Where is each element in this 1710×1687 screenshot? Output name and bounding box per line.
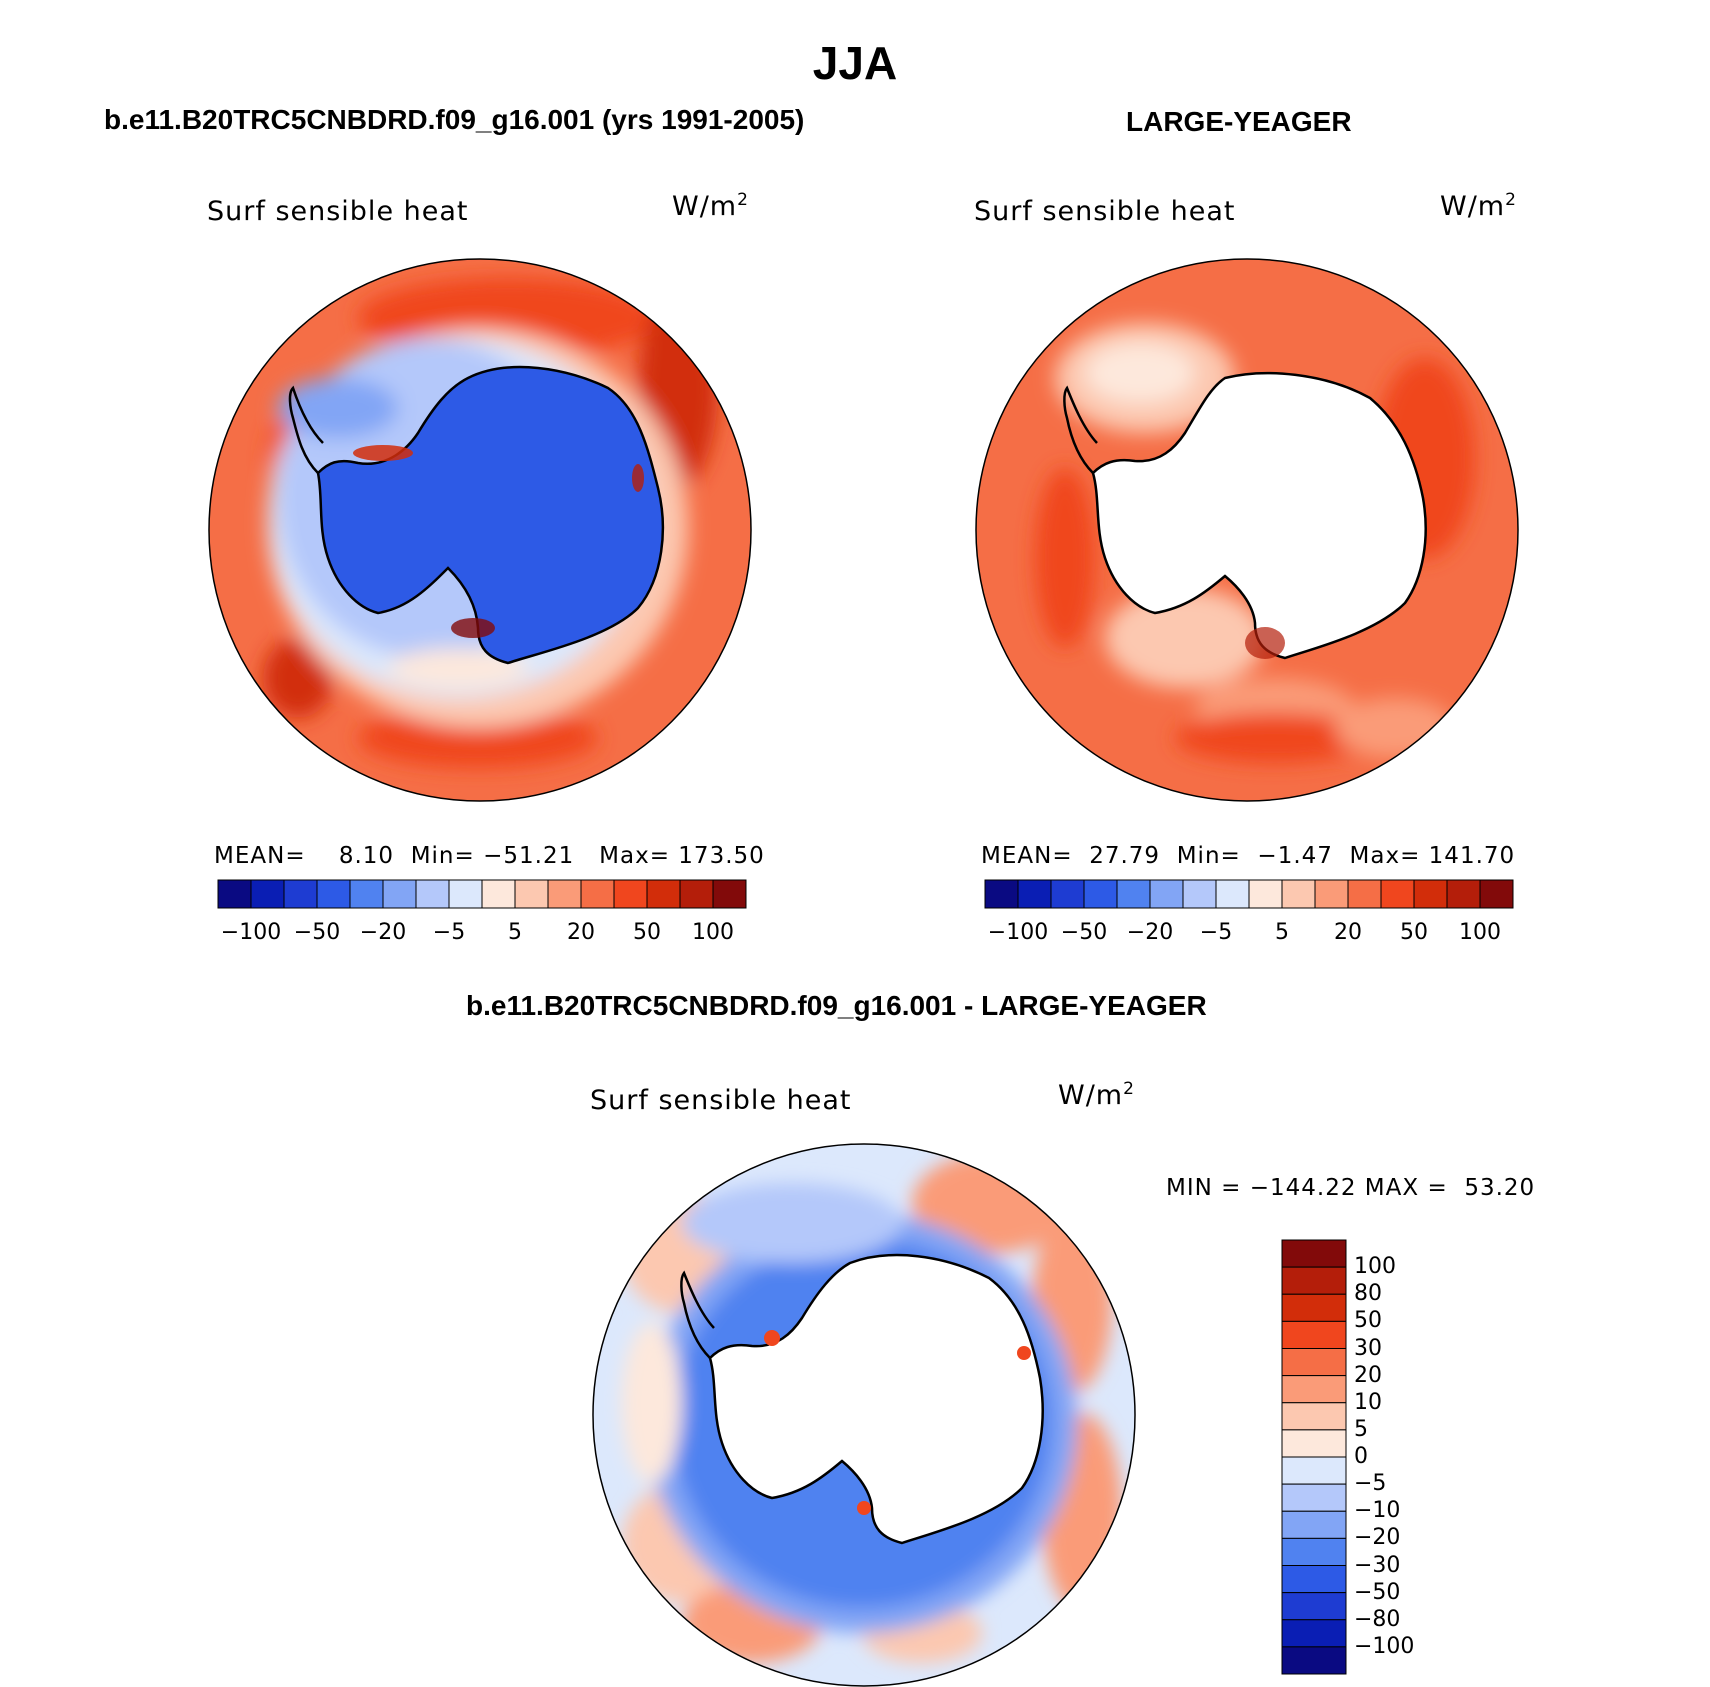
colorbar-diff-swatch: [1281, 1348, 1347, 1377]
stats-diff: MIN = −144.22 MAX = 53.20: [1166, 1175, 1536, 1201]
panel-title-diff: b.e11.B20TRC5CNBDRD.f09_g16.001 - LARGE-…: [466, 990, 1207, 1021]
colorbar-diff-tick-label: −20: [1354, 1525, 1401, 1551]
colorbar-obs-tick-label: 20: [1334, 920, 1362, 945]
colorbar-diff-tick-label: −10: [1354, 1498, 1401, 1524]
colorbar-obs-swatch: [1215, 879, 1250, 909]
variable-label-diff: Surf sensible heat: [590, 1085, 852, 1116]
colorbar-model-swatch: [613, 879, 648, 909]
colorbar-model-swatch: [547, 879, 582, 909]
colorbar-diff-tick-label: −30: [1354, 1552, 1401, 1578]
colorbar-model-swatch: [382, 879, 417, 909]
colorbar-diff-swatch: [1281, 1619, 1347, 1648]
colorbar-diff-tick-label: 80: [1354, 1281, 1382, 1307]
colorbar-diff-tick-label: −5: [1354, 1471, 1387, 1497]
colorbar-diff-swatch: [1281, 1293, 1347, 1322]
colorbar-obs-tick-label: −50: [1060, 920, 1108, 945]
colorbar-diff-tick-label: 0: [1354, 1444, 1368, 1469]
colorbar-model-tick-label: −20: [359, 920, 407, 945]
colorbar-model-tick-label: 100: [692, 920, 734, 945]
colorbar-diff-tick-label: 20: [1354, 1362, 1382, 1388]
colorbar-diff-swatch: [1281, 1510, 1347, 1539]
stats-obs: MEAN= 27.79 Min= −1.47 Max= 141.70: [981, 843, 1516, 869]
colorbar-model-swatch: [349, 879, 384, 909]
colorbar-diff-swatch: [1281, 1565, 1347, 1594]
colorbar-diff-swatch: [1281, 1375, 1347, 1404]
variable-label-model: Surf sensible heat: [207, 196, 469, 227]
colorbar-obs-tick-label: 50: [1400, 920, 1428, 945]
colorbar-diff: [1281, 1239, 1347, 1675]
colorbar-model-swatch: [679, 879, 714, 909]
colorbar-obs-swatch: [1479, 879, 1514, 909]
units-label-obs: W/m2: [1440, 190, 1517, 222]
colorbar-obs-swatch: [1248, 879, 1283, 909]
colorbar-model-tick-label: −50: [293, 920, 341, 945]
colorbar-diff-swatch: [1281, 1646, 1347, 1675]
colorbar-obs-swatch: [1050, 879, 1085, 909]
polar-map-diff: [592, 1143, 1136, 1687]
colorbar-model-tick-label: −5: [432, 920, 466, 945]
colorbar-diff-swatch: [1281, 1266, 1347, 1295]
colorbar-model-tick-label: 50: [633, 920, 661, 945]
colorbar-obs-swatch: [1149, 879, 1184, 909]
colorbar-obs: [984, 879, 1514, 909]
colorbar-model: [217, 879, 747, 909]
colorbar-model-swatch: [250, 879, 285, 909]
colorbar-diff-tick-label: −80: [1354, 1606, 1401, 1632]
colorbar-diff-swatch: [1281, 1429, 1347, 1458]
colorbar-diff-tick-label: −50: [1354, 1579, 1401, 1605]
colorbar-obs-swatch: [1446, 879, 1481, 909]
colorbar-model-swatch: [712, 879, 747, 909]
colorbar-diff-swatch: [1281, 1483, 1347, 1512]
polar-map-model: [208, 258, 752, 802]
colorbar-diff-tick-label: 100: [1354, 1254, 1396, 1280]
colorbar-model-swatch: [283, 879, 318, 909]
colorbar-obs-swatch: [984, 879, 1019, 909]
colorbar-diff-swatch: [1281, 1537, 1347, 1566]
polar-map-obs: [975, 258, 1519, 802]
colorbar-model-tick-label: 20: [567, 920, 595, 945]
colorbar-diff-swatch: [1281, 1456, 1347, 1485]
colorbar-model-tick-label: −100: [220, 920, 282, 945]
panel-title-obs: LARGE-YEAGER: [1126, 106, 1352, 137]
colorbar-obs-swatch: [1413, 879, 1448, 909]
figure-title: JJA: [812, 37, 898, 89]
colorbar-diff-tick-label: 50: [1354, 1308, 1382, 1334]
colorbar-model-swatch: [514, 879, 549, 909]
colorbar-diff-swatch: [1281, 1239, 1347, 1268]
colorbar-obs-swatch: [1017, 879, 1052, 909]
colorbar-diff-swatch: [1281, 1320, 1347, 1349]
colorbar-model-tick-label: 5: [508, 920, 522, 945]
colorbar-obs-swatch: [1083, 879, 1118, 909]
colorbar-diff-swatch: [1281, 1592, 1347, 1621]
colorbar-model-swatch: [217, 879, 252, 909]
colorbar-obs-tick-label: −20: [1126, 920, 1174, 945]
colorbar-obs-swatch: [1281, 879, 1316, 909]
colorbar-diff-tick-label: 30: [1354, 1335, 1382, 1361]
colorbar-obs-tick-label: −100: [987, 920, 1049, 945]
stats-model: MEAN= 8.10 Min= −51.21 Max= 173.50: [214, 843, 765, 869]
colorbar-obs-swatch: [1347, 879, 1382, 909]
units-label-diff: W/m2: [1058, 1079, 1135, 1111]
colorbar-obs-swatch: [1314, 879, 1349, 909]
colorbar-obs-swatch: [1116, 879, 1151, 909]
colorbar-diff-swatch: [1281, 1402, 1347, 1431]
colorbar-model-swatch: [481, 879, 516, 909]
variable-label-obs: Surf sensible heat: [974, 196, 1236, 227]
colorbar-diff-tick-label: 10: [1354, 1389, 1382, 1415]
colorbar-model-swatch: [448, 879, 483, 909]
colorbar-obs-swatch: [1182, 879, 1217, 909]
colorbar-obs-swatch: [1380, 879, 1415, 909]
colorbar-model-swatch: [415, 879, 450, 909]
units-label-model: W/m2: [672, 190, 749, 222]
colorbar-obs-tick-label: 5: [1275, 920, 1289, 945]
colorbar-obs-tick-label: 100: [1459, 920, 1501, 945]
colorbar-model-swatch: [580, 879, 615, 909]
colorbar-diff-tick-label: −100: [1354, 1633, 1415, 1659]
colorbar-obs-tick-label: −5: [1199, 920, 1233, 945]
colorbar-model-swatch: [316, 879, 351, 909]
panel-title-model: b.e11.B20TRC5CNBDRD.f09_g16.001 (yrs 199…: [104, 104, 805, 135]
colorbar-model-swatch: [646, 879, 681, 909]
colorbar-diff-tick-label: 5: [1354, 1416, 1368, 1442]
